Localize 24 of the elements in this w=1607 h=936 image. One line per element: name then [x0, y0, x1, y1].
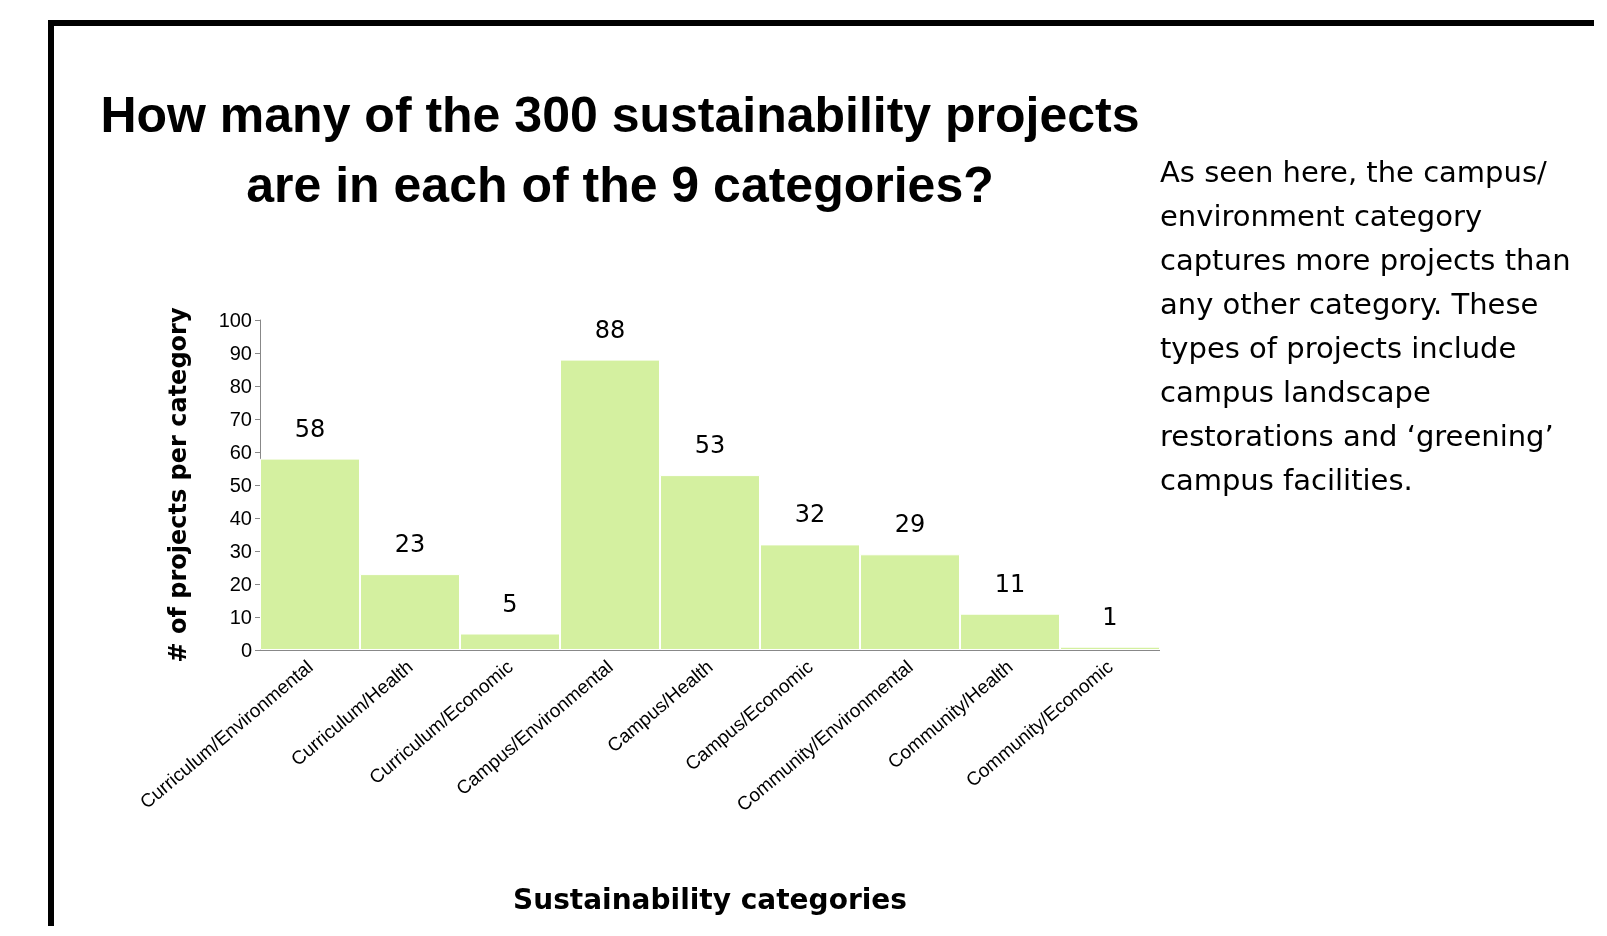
- y-tick-label: 40: [229, 507, 252, 529]
- chart-title: How many of the 300 sustainability projects are in each of the 9 categories?: [100, 86, 1140, 215]
- data-label: 5: [502, 589, 518, 618]
- y-tick-label: 70: [229, 408, 252, 430]
- y-tick-label: 20: [229, 573, 252, 595]
- y-tick-label: 10: [229, 606, 252, 628]
- y-tick-label: 50: [229, 474, 252, 496]
- data-label: 23: [394, 530, 426, 559]
- data-label: 11: [994, 569, 1026, 598]
- y-tick-label: 60: [229, 441, 252, 463]
- y-tick-label: 0: [240, 639, 252, 661]
- data-label: 29: [894, 510, 926, 539]
- data-label: 88: [594, 315, 626, 344]
- annotation: As seen here, the campus/ environment category captures more projects than any other category. These types of projects include campus landscape restorations and ‘greening’ campus facilities.: [1160, 154, 1572, 499]
- y-tick-label: 80: [229, 375, 252, 397]
- y-tick-label: 100: [218, 309, 252, 331]
- data-label: 32: [794, 500, 826, 529]
- x-axis-title: Sustainability categories: [513, 882, 907, 916]
- data-label: 1: [1102, 602, 1118, 631]
- y-tick-label: 90: [229, 342, 252, 364]
- data-label: 58: [294, 414, 326, 443]
- y-tick-label: 30: [229, 540, 252, 562]
- data-label: 53: [694, 431, 726, 460]
- y-axis-title: # of projects per category: [164, 307, 192, 663]
